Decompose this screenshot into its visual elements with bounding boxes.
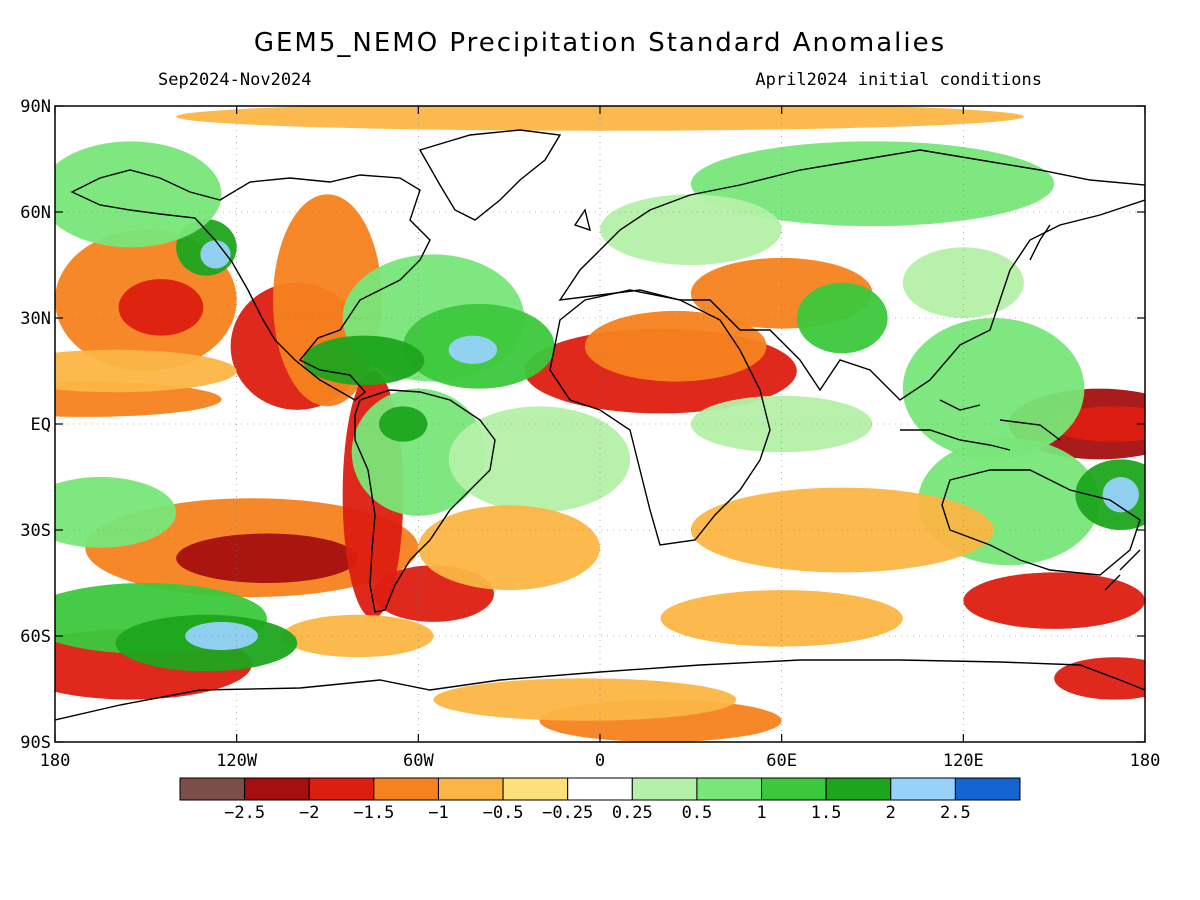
anomaly-blob xyxy=(55,141,222,248)
legend-label: −1 xyxy=(428,803,448,823)
anomaly-blob xyxy=(1054,657,1145,700)
coastline-antarctica xyxy=(55,659,1145,721)
legend-label: −1.5 xyxy=(353,803,394,823)
legend-label: 0.25 xyxy=(612,803,653,823)
anomaly-blob xyxy=(433,678,737,721)
coastline-north-america xyxy=(70,169,431,401)
legend-label: 0.5 xyxy=(682,803,713,823)
legend-swatch xyxy=(567,777,633,801)
lat-label: 30S xyxy=(20,521,51,541)
anomaly-blob xyxy=(448,406,631,513)
latitude-labels: 90N 60N 30N EQ 30S 60S 90S xyxy=(20,97,51,753)
lat-label: EQ xyxy=(31,415,51,435)
lat-label: 90N xyxy=(20,97,51,117)
anomaly-blob xyxy=(796,282,888,354)
graticule xyxy=(55,106,1145,742)
anomaly-blob xyxy=(176,533,358,583)
anomaly-blob xyxy=(185,621,258,651)
legend-label: −0.25 xyxy=(542,803,593,823)
anomaly-blob xyxy=(690,141,1055,227)
legend-label: 1 xyxy=(756,803,766,823)
lat-label: 60S xyxy=(20,627,51,647)
coastline-indonesia xyxy=(900,399,1061,451)
legend-swatch xyxy=(890,777,956,801)
coastline-africa xyxy=(549,289,771,546)
anomaly-blob xyxy=(200,240,231,269)
init-conditions-label: April2024 initial conditions xyxy=(755,70,1042,90)
anomaly-blob xyxy=(660,590,903,647)
longitude-labels: 180 120W 60W 0 60E 120E 180 xyxy=(40,751,1161,771)
anomaly-blob xyxy=(418,505,600,591)
legend-swatch xyxy=(825,777,892,801)
anomaly-blob xyxy=(600,194,782,265)
coastline-south-america xyxy=(354,389,496,613)
lon-label: 120W xyxy=(216,751,258,771)
lat-label: 60N xyxy=(20,203,51,223)
legend-swatch xyxy=(437,777,504,801)
legend-label: 1.5 xyxy=(811,803,842,823)
coastline-japan xyxy=(1029,224,1051,261)
legend-label: −0.5 xyxy=(483,803,524,823)
anomaly-blob xyxy=(282,614,434,658)
anomaly-blob xyxy=(55,349,237,393)
lon-label: 0 xyxy=(595,751,605,771)
lon-label: 60W xyxy=(403,751,434,771)
coastline-new-zealand xyxy=(1104,549,1141,591)
season-label: Sep2024-Nov2024 xyxy=(158,70,312,90)
lon-label: 60E xyxy=(766,751,797,771)
map-title: GEM5_NEMO Precipitation Standard Anomali… xyxy=(253,28,947,58)
axis-ticks xyxy=(54,105,1146,743)
anomaly-blob xyxy=(118,279,204,336)
lat-label: 90S xyxy=(20,733,51,753)
anomaly-blob xyxy=(1102,477,1139,513)
coastline-australia xyxy=(941,469,1141,576)
legend-swatch xyxy=(308,777,375,801)
lon-label: 120E xyxy=(943,751,984,771)
legend-label: 2 xyxy=(886,803,896,823)
legend-swatch xyxy=(954,777,1021,801)
legend-label: 2.5 xyxy=(940,803,971,823)
anomaly-blob xyxy=(448,335,498,364)
legend-swatch xyxy=(502,777,569,801)
legend-swatch xyxy=(179,777,246,801)
lat-label: 30N xyxy=(20,309,51,329)
legend-swatch xyxy=(244,777,310,801)
legend-swatch xyxy=(696,777,763,801)
legend-swatch xyxy=(373,777,439,801)
legend-label: −2.5 xyxy=(224,803,265,823)
anomaly-blob xyxy=(963,572,1145,629)
lon-label: 180 xyxy=(1130,751,1161,771)
anomaly-blob xyxy=(584,310,767,382)
lon-label: 180 xyxy=(40,751,71,771)
coastline-uk xyxy=(573,208,591,232)
coastline-eurasia xyxy=(558,149,1145,401)
anomaly-blob xyxy=(690,487,994,573)
legend-swatch xyxy=(631,777,698,801)
anomaly-blob xyxy=(902,247,1024,318)
legend-swatch xyxy=(761,777,827,801)
anomaly-field xyxy=(55,106,1145,742)
anomaly-blob xyxy=(303,335,425,386)
color-legend: −2.5 −2 −1.5 −1 −0.5 −0.25 0.25 0.5 1 1.5 2 2.5 xyxy=(179,777,1021,823)
legend-label: −2 xyxy=(299,803,319,823)
coastlines xyxy=(55,129,1145,721)
coastline-greenland xyxy=(418,129,562,221)
